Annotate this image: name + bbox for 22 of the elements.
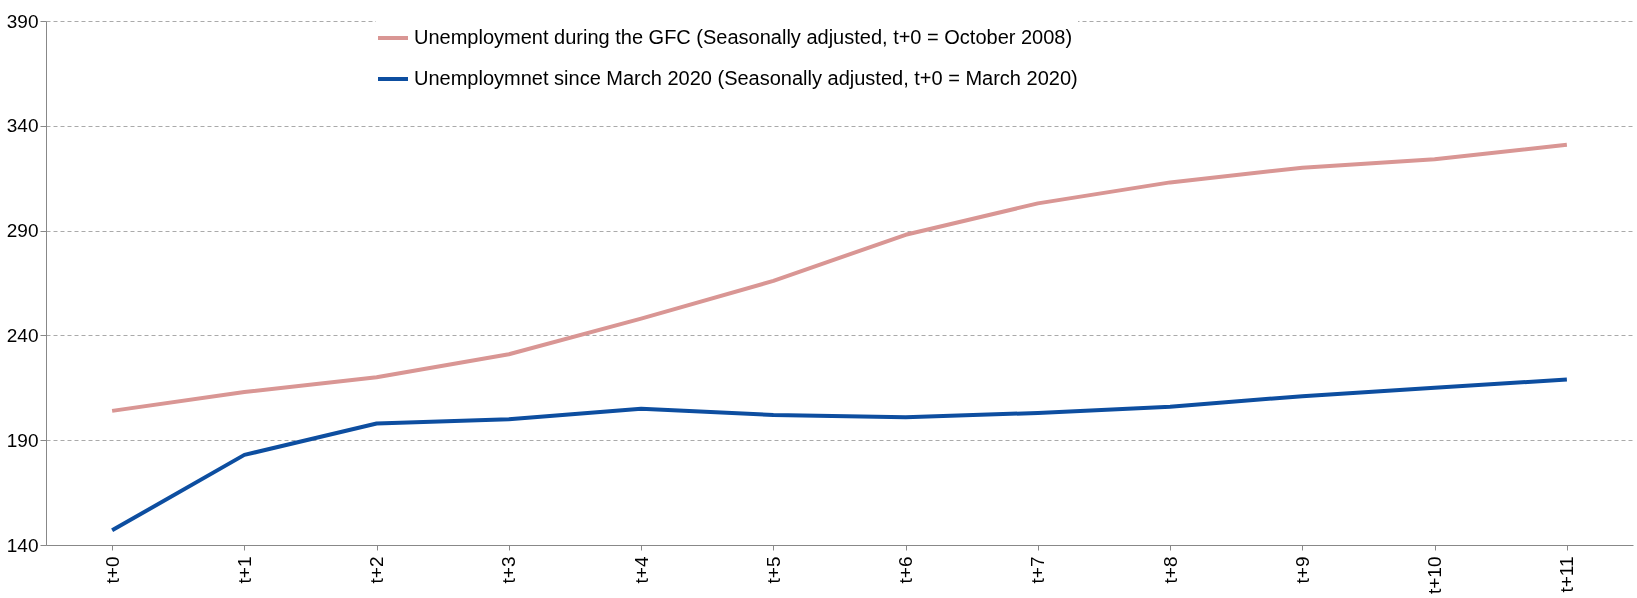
y-tick-label: 190 [6, 429, 39, 451]
x-tick-label: t+4 [630, 556, 652, 584]
x-tick-label: t+8 [1159, 556, 1181, 584]
x-tick-label: t+1 [233, 556, 255, 584]
line-series [110, 377, 1569, 533]
y-tick-label: 290 [6, 220, 39, 242]
y-tick-label: 240 [6, 324, 39, 346]
x-tick-label: t+9 [1291, 556, 1313, 584]
x-tick-label: t+2 [366, 556, 388, 584]
x-tick-label: t+5 [762, 556, 784, 584]
x-tick-label: t+11 [1556, 556, 1578, 593]
line-series [110, 142, 1569, 413]
y-tick-label: 340 [6, 115, 39, 137]
x-tick-label: t+10 [1424, 556, 1446, 595]
legend-label: Unemployment during the GFC (Seasonally adjusted, t+0 = October 2008) [414, 26, 1073, 48]
x-tick-label: t+6 [895, 556, 917, 584]
x-tick-label: t+0 [101, 556, 123, 584]
y-tick-label: 140 [6, 534, 39, 556]
legend-label: Unemploymnet since March 2020 (Seasonally adjusted, t+0 = March 2020) [414, 67, 1078, 89]
x-tick-label: t+7 [1027, 556, 1049, 584]
x-tick-label: t+3 [498, 556, 520, 584]
y-tick-label: 390 [6, 10, 39, 32]
